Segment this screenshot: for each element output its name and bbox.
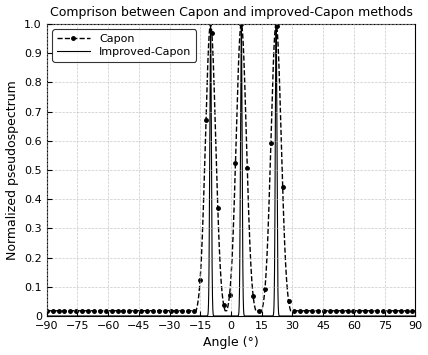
- Capon: [318, 308, 323, 313]
- Capon: [44, 308, 49, 313]
- Capon: [266, 211, 271, 215]
- X-axis label: Angle (°): Angle (°): [203, 337, 259, 349]
- Improved-Capon: [208, 22, 213, 26]
- Line: Capon: Capon: [45, 22, 417, 312]
- Capon: [133, 308, 138, 313]
- Legend: Capon, Improved-Capon: Capon, Improved-Capon: [52, 29, 196, 62]
- Improved-Capon: [69, 314, 74, 318]
- Improved-Capon: [318, 314, 323, 318]
- Improved-Capon: [185, 314, 190, 318]
- Improved-Capon: [133, 314, 138, 318]
- Title: Comprison between Capon and improved-Capon methods: Comprison between Capon and improved-Cap…: [50, 6, 413, 18]
- Y-axis label: Normalized pseudospectrum: Normalized pseudospectrum: [6, 80, 18, 260]
- Improved-Capon: [44, 314, 49, 318]
- Capon: [208, 22, 213, 26]
- Improved-Capon: [413, 314, 418, 318]
- Improved-Capon: [244, 314, 250, 318]
- Capon: [413, 308, 418, 313]
- Capon: [69, 308, 74, 313]
- Capon: [185, 308, 190, 313]
- Line: Improved-Capon: Improved-Capon: [47, 24, 416, 316]
- Improved-Capon: [266, 314, 271, 318]
- Capon: [244, 148, 250, 153]
